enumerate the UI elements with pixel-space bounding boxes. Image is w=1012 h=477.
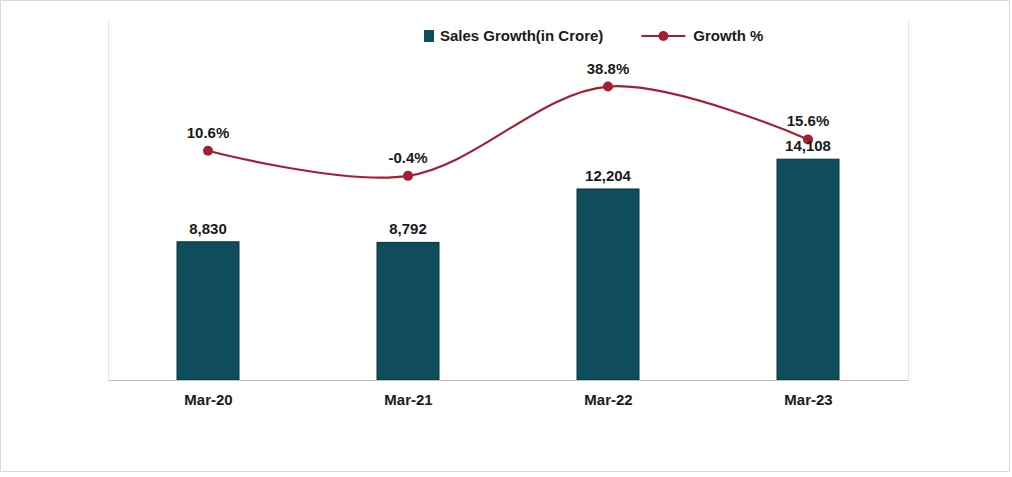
x-tick-label: Mar-22 — [584, 391, 632, 408]
x-tick: Mar-23 — [784, 380, 832, 408]
line — [208, 86, 808, 177]
legend-label: Sales Growth(in Crore) — [440, 27, 603, 44]
plot-marks — [177, 82, 839, 380]
x-tick: Mar-20 — [184, 380, 232, 408]
x-axis: Mar-20 Mar-21 Mar-22 Mar-23 — [109, 380, 909, 408]
bar-label: 14,108 — [785, 137, 831, 154]
x-tick: Mar-22 — [584, 380, 632, 408]
chart-frame — [1, 1, 1010, 472]
bar-label: 8,830 — [189, 220, 227, 237]
legend-item: Growth % — [641, 27, 763, 44]
bar — [577, 189, 639, 380]
legend-label: Growth % — [693, 27, 763, 44]
line-label: 10.6% — [187, 124, 230, 141]
x-tick-label: Mar-23 — [784, 391, 832, 408]
x-tick-label: Mar-20 — [184, 391, 232, 408]
x-tick-label: Mar-21 — [384, 391, 432, 408]
bar-label: 8,792 — [389, 220, 427, 237]
line-point — [203, 146, 213, 156]
legend-item: Sales Growth(in Crore) — [424, 27, 603, 44]
y-axis-line — [108, 21, 109, 381]
y2-axis — [908, 21, 909, 381]
bar — [177, 242, 239, 380]
data-labels: 8,830 8,792 12,204 14,108 10.6% -0.4% 38.8% 15.… — [187, 60, 831, 238]
y-axis — [108, 21, 109, 381]
line-point — [603, 82, 613, 92]
line-label: 15.6% — [787, 112, 830, 129]
legend-marker — [658, 31, 668, 41]
line-label: -0.4% — [388, 149, 427, 166]
legend-swatch — [424, 30, 434, 42]
line-point — [403, 171, 413, 181]
line-series — [203, 82, 813, 181]
legend: Sales Growth(in Crore) Growth % — [424, 27, 763, 44]
x-tick: Mar-21 — [384, 380, 432, 408]
bar-series — [177, 159, 839, 380]
bar-label: 12,204 — [585, 167, 632, 184]
bar — [377, 242, 439, 380]
line-label: 38.8% — [587, 60, 630, 77]
bar — [777, 159, 839, 380]
y2-axis-line — [908, 21, 909, 381]
x-axis-line — [109, 380, 909, 381]
